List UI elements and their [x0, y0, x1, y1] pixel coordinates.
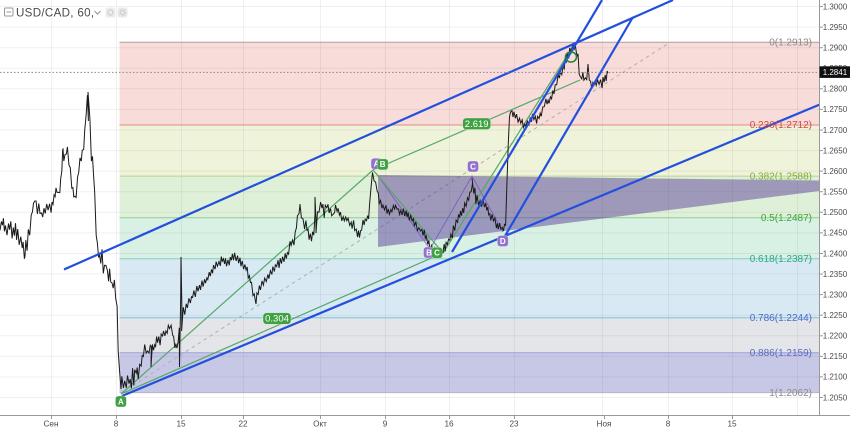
svg-text:2.619: 2.619 — [465, 119, 489, 130]
svg-text:1.2800: 1.2800 — [823, 85, 848, 94]
svg-text:1.2250: 1.2250 — [823, 311, 848, 320]
svg-text:0.786(1.2244): 0.786(1.2244) — [750, 313, 812, 324]
svg-text:0.236(1.2712): 0.236(1.2712) — [750, 120, 812, 131]
svg-text:Ноя: Ноя — [597, 420, 612, 429]
svg-text:1.2050: 1.2050 — [823, 393, 848, 402]
svg-text:0.618(1.2387): 0.618(1.2387) — [750, 254, 812, 265]
svg-text:16: 16 — [444, 420, 454, 429]
svg-text:8: 8 — [114, 420, 119, 429]
svg-text:USD/CAD, 60,: USD/CAD, 60, — [16, 7, 94, 20]
svg-text:15: 15 — [727, 420, 737, 429]
svg-text:1(1.2062): 1(1.2062) — [769, 388, 812, 399]
svg-text:1.2400: 1.2400 — [823, 249, 848, 258]
svg-text:15: 15 — [176, 420, 186, 429]
svg-text:1.2900: 1.2900 — [823, 44, 848, 53]
svg-text:Сен: Сен — [44, 420, 59, 429]
svg-text:1.2450: 1.2450 — [823, 229, 848, 238]
svg-text:B: B — [426, 248, 432, 257]
svg-text:0.5(1.2487): 0.5(1.2487) — [761, 213, 812, 224]
svg-text:1.2700: 1.2700 — [823, 126, 848, 135]
svg-text:9: 9 — [383, 420, 388, 429]
svg-text:0.304: 0.304 — [265, 314, 289, 325]
svg-text:1.2350: 1.2350 — [823, 270, 848, 279]
svg-text:22: 22 — [238, 420, 248, 429]
svg-text:1.3000: 1.3000 — [823, 2, 848, 11]
svg-text:1.2150: 1.2150 — [823, 352, 848, 361]
svg-text:1.2200: 1.2200 — [823, 332, 848, 341]
svg-text:B: B — [380, 160, 386, 169]
svg-text:1.2950: 1.2950 — [823, 23, 848, 32]
svg-text:1.2100: 1.2100 — [823, 373, 848, 382]
svg-text:0.382(1.2588): 0.382(1.2588) — [750, 171, 812, 182]
svg-text:1.2500: 1.2500 — [823, 208, 848, 217]
svg-text:A: A — [374, 160, 380, 169]
svg-text:1.2650: 1.2650 — [823, 146, 848, 155]
svg-text:1.2550: 1.2550 — [823, 188, 848, 197]
svg-text:1.2600: 1.2600 — [823, 167, 848, 176]
svg-text:1.2300: 1.2300 — [823, 290, 848, 299]
svg-text:A: A — [118, 397, 124, 406]
svg-text:0(1.2913): 0(1.2913) — [769, 38, 812, 49]
svg-text:1.2841: 1.2841 — [823, 68, 848, 77]
svg-text:Окт: Окт — [313, 420, 327, 429]
svg-text:D: D — [500, 237, 506, 246]
svg-text:23: 23 — [509, 420, 519, 429]
svg-text:C: C — [470, 162, 476, 171]
svg-text:C: C — [434, 249, 440, 258]
svg-text:1.2750: 1.2750 — [823, 105, 848, 114]
svg-text:8: 8 — [666, 420, 671, 429]
svg-text:0.886(1.2159): 0.886(1.2159) — [750, 348, 812, 359]
